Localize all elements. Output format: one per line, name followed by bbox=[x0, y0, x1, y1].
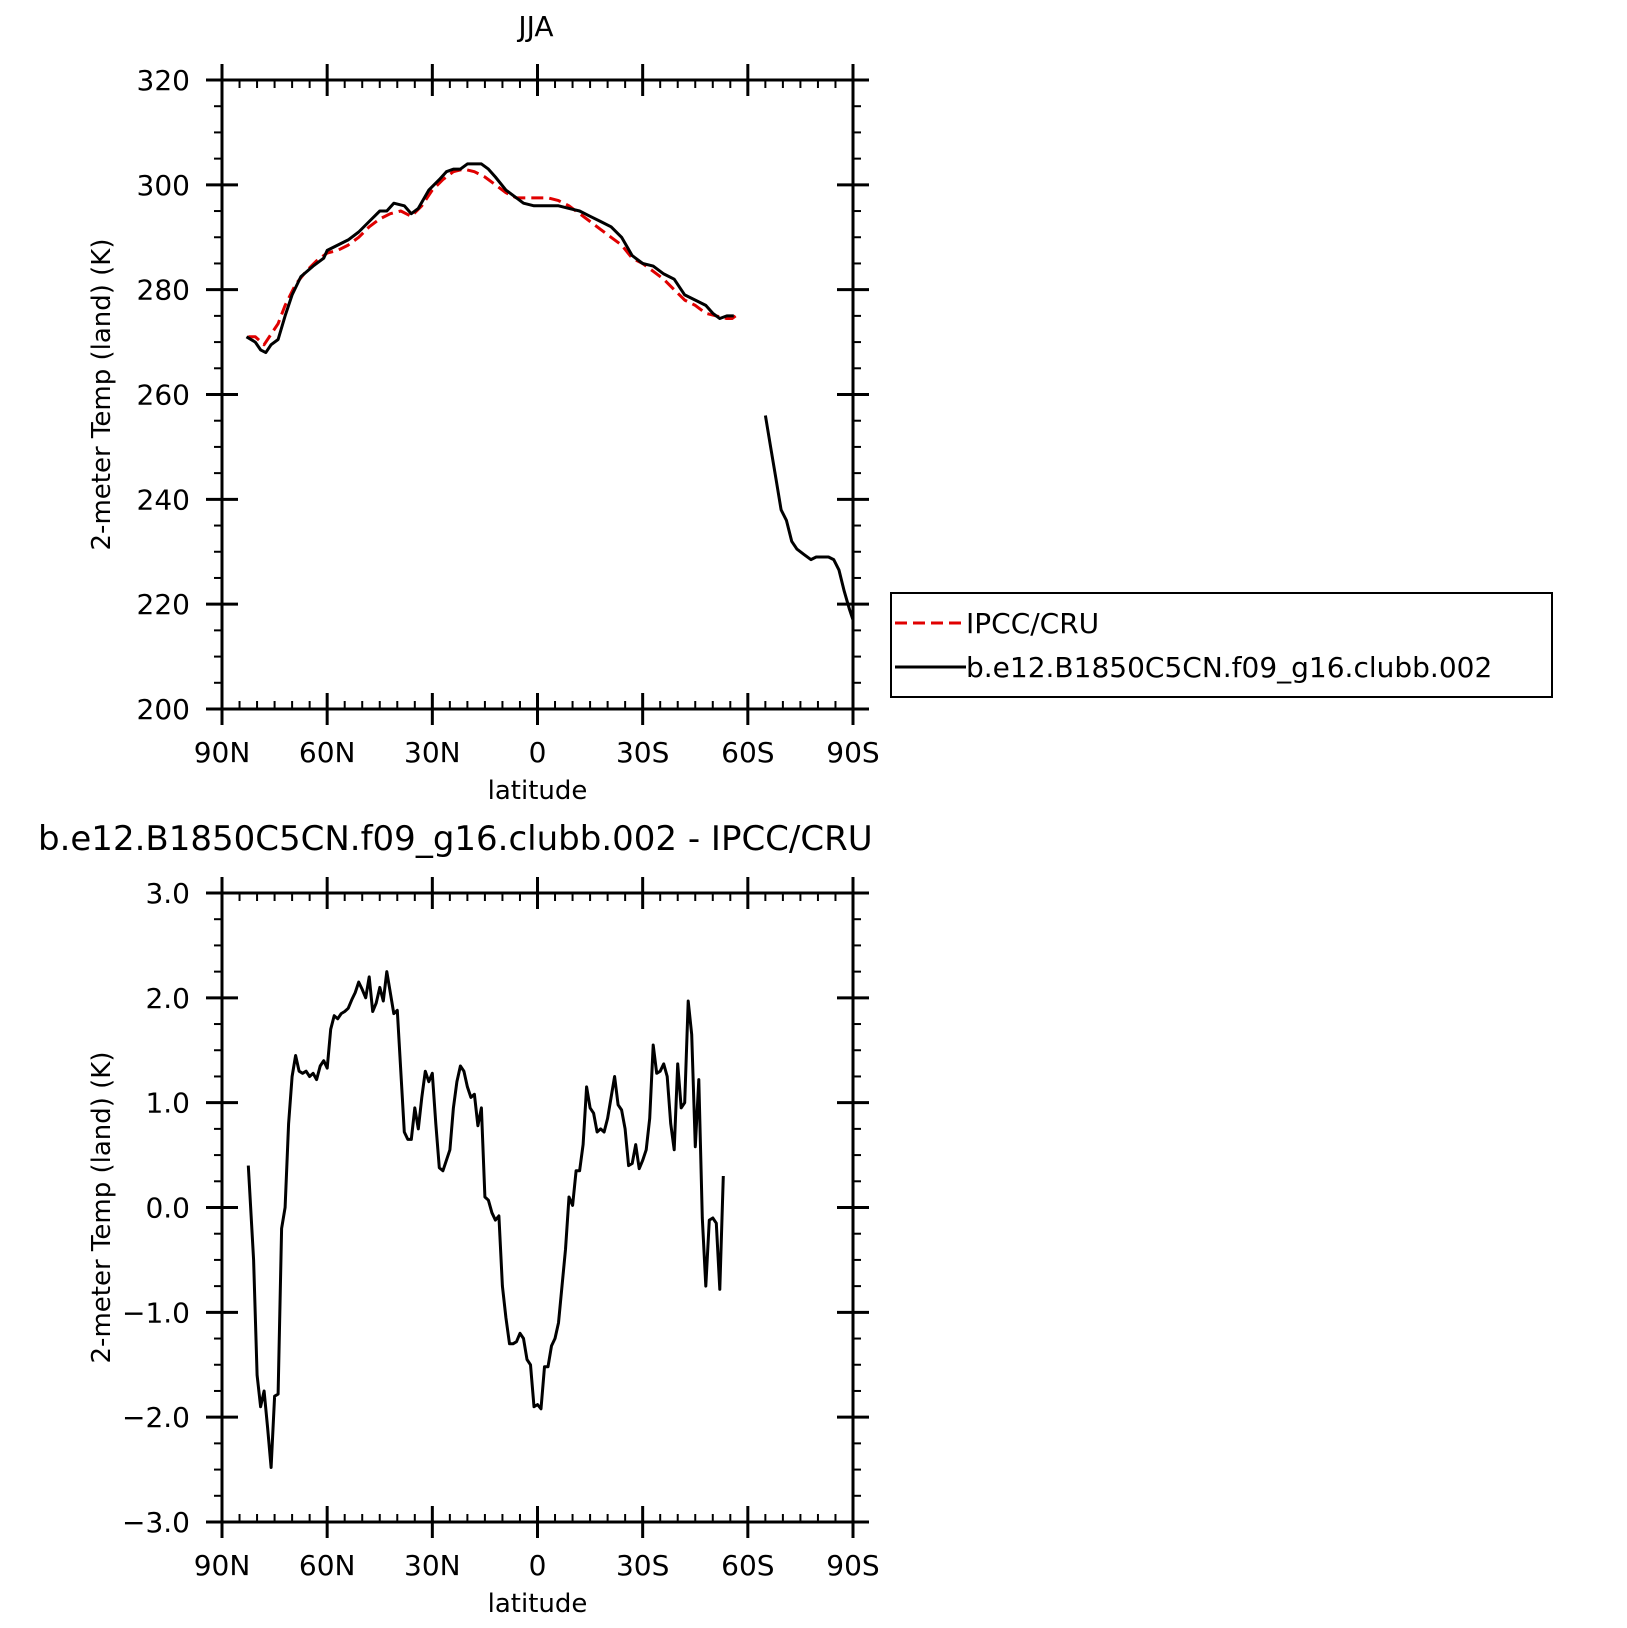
top-x-tick-label: 30N bbox=[404, 736, 461, 769]
top-y-tick-label: 220 bbox=[137, 588, 190, 621]
bottom-x-axis-label: latitude bbox=[488, 1589, 588, 1619]
top-y-tick-label: 320 bbox=[137, 64, 190, 97]
bottom-y-tick-label: 1.0 bbox=[145, 1087, 190, 1120]
top-series-layer bbox=[245, 162, 855, 621]
bottom-y-tick-label: 0.0 bbox=[145, 1192, 190, 1225]
bottom-x-tick-label: 0 bbox=[529, 1549, 547, 1582]
bottom-x-tick-label: 60S bbox=[721, 1549, 774, 1582]
bottom-x-tick-label: 90N bbox=[194, 1549, 251, 1582]
top-tick-labels: 90N 60N 30N 0 30S 60S 90S 320 300 280 260 240 220 200 bbox=[137, 64, 880, 769]
legend-label-model: b.e12.B1850C5CN.f09_g16.clubb.002 bbox=[966, 651, 1492, 684]
bottom-axes-ticks bbox=[206, 877, 869, 1538]
bottom-x-tick-label: 30N bbox=[404, 1549, 461, 1582]
bottom-y-tick-label: 2.0 bbox=[145, 982, 190, 1015]
top-x-tick-label: 90S bbox=[826, 736, 879, 769]
top-x-tick-label: 90N bbox=[194, 736, 251, 769]
bottom-x-tick-label: 60N bbox=[299, 1549, 356, 1582]
top-y-axis-label: 2-meter Temp (land) (K) bbox=[87, 239, 117, 551]
bottom-y-tick-label: −3.0 bbox=[122, 1506, 190, 1539]
top-panel: JJA 90N 60N 30N 0 30S 60S 90S 320 300 280 260 240 22… bbox=[87, 10, 1553, 806]
top-x-tick-label: 60S bbox=[721, 736, 774, 769]
top-axes-ticks bbox=[206, 64, 869, 725]
top-y-tick-label: 280 bbox=[137, 274, 190, 307]
top-y-tick-label: 200 bbox=[137, 693, 190, 726]
top-series-line-1 bbox=[763, 415, 855, 621]
legend-box bbox=[890, 592, 1553, 698]
top-y-tick-label: 260 bbox=[137, 379, 190, 412]
top-x-tick-label: 60N bbox=[299, 736, 356, 769]
top-x-tick-label: 0 bbox=[529, 736, 547, 769]
bottom-x-tick-label: 30S bbox=[616, 1549, 669, 1582]
bottom-y-tick-label: −2.0 bbox=[122, 1401, 190, 1434]
bottom-plot-frame bbox=[220, 891, 855, 1524]
top-y-tick-label: 300 bbox=[137, 169, 190, 202]
top-y-tick-label: 240 bbox=[137, 483, 190, 516]
top-series-line-1 bbox=[245, 162, 734, 355]
top-chart-title: JJA bbox=[516, 10, 553, 43]
top-series-line-0 bbox=[248, 167, 737, 347]
legend-label-ipcc-cru: IPCC/CRU bbox=[966, 607, 1099, 640]
bottom-series-line-0 bbox=[246, 970, 725, 1469]
bottom-y-tick-label: −1.0 bbox=[122, 1296, 190, 1329]
bottom-y-tick-label: 3.0 bbox=[145, 877, 190, 910]
bottom-x-tick-label: 90S bbox=[826, 1549, 879, 1582]
legend: IPCC/CRU b.e12.B1850C5CN.f09_g16.clubb.0… bbox=[890, 592, 1553, 698]
bottom-panel: b.e12.B1850C5CN.f09_g16.clubb.002 - IPCC… bbox=[38, 819, 880, 1619]
bottom-y-axis-label: 2-meter Temp (land) (K) bbox=[87, 1052, 117, 1364]
top-x-tick-label: 30S bbox=[616, 736, 669, 769]
bottom-chart-title: b.e12.B1850C5CN.f09_g16.clubb.002 - IPCC… bbox=[38, 819, 873, 859]
top-x-axis-label: latitude bbox=[488, 776, 588, 806]
top-plot-frame bbox=[220, 78, 855, 711]
bottom-tick-labels: 90N 60N 30N 0 30S 60S 90S 3.0 2.0 1.0 0.0 −1.0 −2.0 −… bbox=[122, 877, 880, 1582]
bottom-series-layer bbox=[246, 970, 725, 1469]
